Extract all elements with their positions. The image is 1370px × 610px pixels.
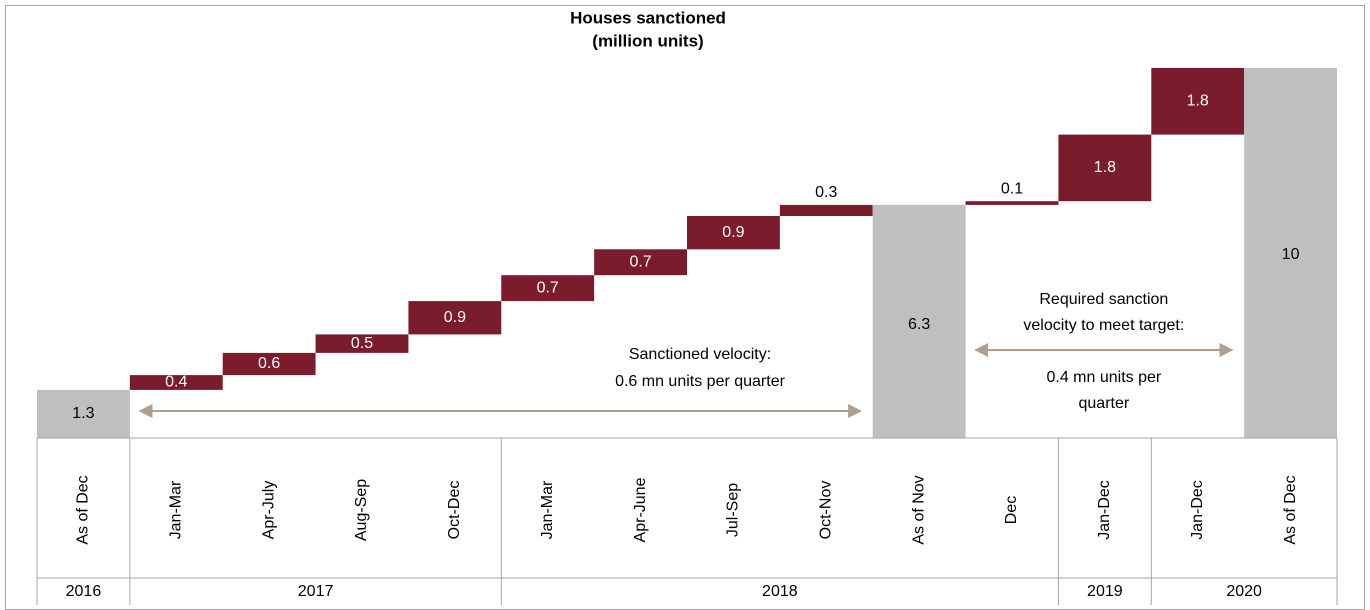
x-tick-label: Jul-Sep xyxy=(725,483,742,537)
chart-subtitle: (million units) xyxy=(592,31,703,50)
value-label: 0.3 xyxy=(815,184,837,201)
group-label: 2019 xyxy=(1087,583,1123,600)
x-tick-label: Jan-Mar xyxy=(168,480,185,539)
value-label: 1.8 xyxy=(1094,159,1116,176)
increment-bar xyxy=(408,301,502,335)
total-bar xyxy=(1244,68,1337,438)
group-label: 2016 xyxy=(66,583,102,600)
total-bar xyxy=(37,389,130,438)
x-tick-label: Aug-Sep xyxy=(353,479,370,541)
increment-bar xyxy=(594,249,687,276)
increment-bar xyxy=(779,204,873,216)
value-label: 1.3 xyxy=(72,405,94,422)
x-tick-label: Oct-Dec xyxy=(446,481,463,540)
increment-bar xyxy=(129,375,223,390)
annotation: velocity to meet target: xyxy=(1023,317,1184,334)
group-label: 2020 xyxy=(1226,583,1262,600)
x-tick-label: Jan-Mar xyxy=(539,480,556,539)
increment-bar xyxy=(315,334,409,353)
increment-bar xyxy=(1151,68,1245,135)
x-tick-label: As of Dec xyxy=(1282,475,1299,544)
value-label: 10 xyxy=(1282,246,1300,263)
x-tick-label: As of Dec xyxy=(75,475,92,544)
value-label: 6.3 xyxy=(908,316,930,333)
annotation: Required sanction xyxy=(1039,291,1168,308)
group-label: 2018 xyxy=(762,583,798,600)
value-label: 0.9 xyxy=(722,224,744,241)
group-label: 2017 xyxy=(298,583,334,600)
value-label: 0.5 xyxy=(351,335,373,352)
value-label: 1.8 xyxy=(1187,93,1209,110)
x-tick-label: Oct-Nov xyxy=(818,481,835,540)
increment-bar xyxy=(222,352,316,376)
increment-bar xyxy=(687,216,780,250)
annotation: 0.4 mn units per xyxy=(1046,369,1161,386)
annotation: quarter xyxy=(1079,395,1130,412)
increment-bar xyxy=(965,201,1059,205)
value-label: 0.6 xyxy=(258,355,280,372)
increment-bar xyxy=(1058,134,1152,202)
value-label: 0.1 xyxy=(1001,180,1023,197)
x-tick-label: As of Nov xyxy=(910,475,927,544)
chart-title: Houses sanctioned xyxy=(570,8,726,27)
value-label: 0.7 xyxy=(537,279,559,296)
annotation: Sanctioned velocity: xyxy=(629,346,771,363)
x-tick-label: Dec xyxy=(1003,496,1020,524)
value-label: 0.9 xyxy=(444,309,466,326)
x-tick-label: Jan-Dec xyxy=(1189,480,1206,540)
x-tick-label: Apr-July xyxy=(260,481,277,540)
x-tick-label: Apr-June xyxy=(632,477,649,542)
total-bar xyxy=(872,204,966,438)
value-label: 0.7 xyxy=(629,253,651,270)
value-label: 0.4 xyxy=(165,374,187,391)
annotation: 0.6 mn units per quarter xyxy=(615,373,786,390)
increment-bar xyxy=(501,275,595,302)
x-tick-label: Jan-Dec xyxy=(1096,480,1113,540)
